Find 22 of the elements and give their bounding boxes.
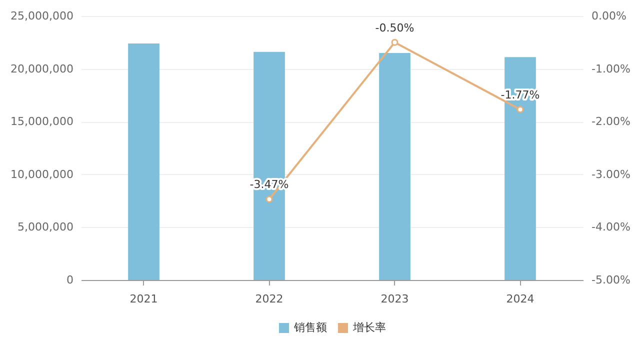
y-tick-label: 5,000,000 — [18, 220, 74, 234]
y2-tick-label: -1.00% — [592, 62, 630, 76]
y-tick-label: 0 — [66, 274, 74, 286]
x-tick-label: 2022 — [255, 292, 284, 306]
y2-tick-label: -5.00% — [592, 274, 630, 286]
y-tick-label: 20,000,000 — [10, 62, 74, 76]
y2-tick-label: 0.00% — [592, 10, 626, 22]
point — [391, 38, 398, 46]
x-tick-label: 2021 — [130, 292, 158, 306]
y2-tick-label: -2.00% — [592, 115, 630, 128]
y-tick-label: 25,000,000 — [10, 10, 74, 22]
y2-tick-label: -4.00% — [592, 220, 630, 234]
legend-label: 销售额 — [293, 321, 327, 334]
legend-label: 增长率 — [352, 321, 386, 334]
x-tick-label: 2023 — [380, 292, 409, 306]
y2-tick-label: -3.00% — [592, 168, 630, 181]
x-tick-label: 2024 — [506, 292, 534, 306]
point — [516, 106, 524, 113]
point — [266, 196, 273, 203]
y-tick-label: 10,000,000 — [10, 168, 74, 181]
y-tick-label: 15,000,000 — [10, 115, 74, 128]
data-label: -0.50% — [375, 21, 414, 34]
